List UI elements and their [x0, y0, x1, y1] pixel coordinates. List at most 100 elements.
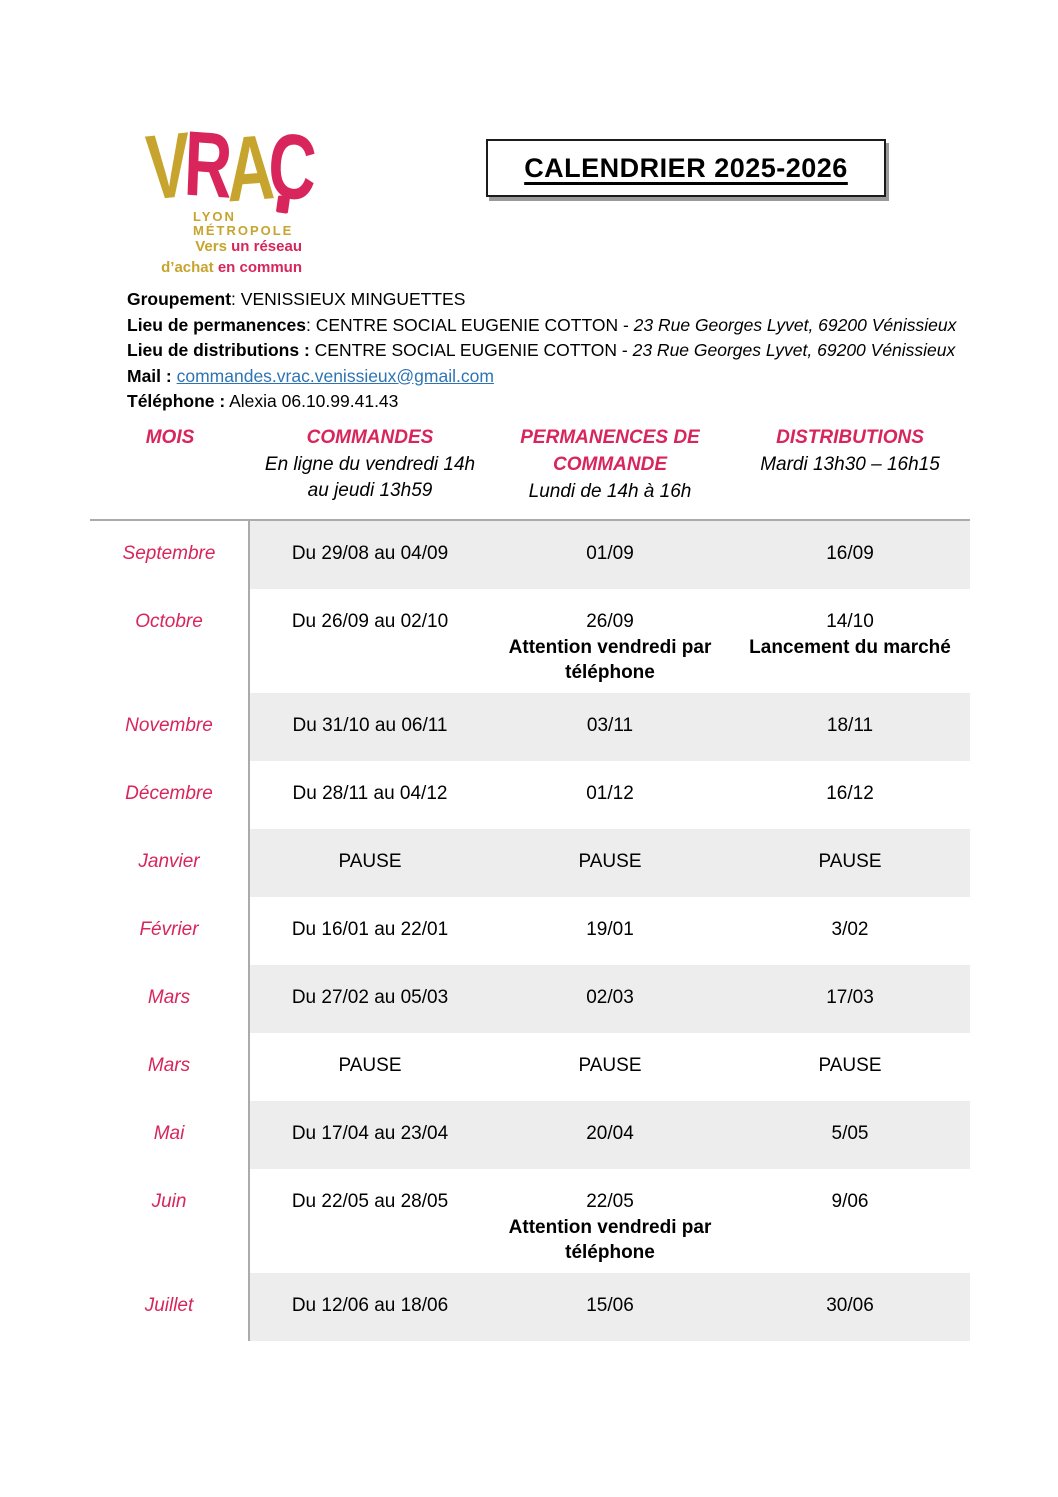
distributions-cell: 16/09: [730, 521, 970, 589]
month-cell: Novembre: [90, 693, 250, 761]
tagline-gold-2: d’achat: [161, 259, 218, 276]
commandes-cell: PAUSE: [250, 829, 490, 897]
commandes-cell: Du 26/09 au 02/10: [250, 589, 490, 693]
logo-letter-v: V: [143, 114, 187, 220]
commandes-cell: Du 28/11 au 04/12: [250, 761, 490, 829]
month-cell: Mars: [90, 1033, 250, 1101]
permanences-label: Lieu de permanences: [127, 314, 306, 335]
permanences-value: 20/04: [586, 1123, 634, 1144]
permanences-cell: 26/09 Attention vendredi par téléphone: [490, 589, 730, 693]
table-row: Juillet Du 12/06 au 18/06 15/06 30/06: [90, 1273, 970, 1341]
permanences-value: 03/11: [586, 715, 634, 736]
permanences-cell: 03/11: [490, 693, 730, 761]
commandes-cell: Du 27/02 au 05/03: [250, 965, 490, 1033]
logo-region-line1: LYON: [193, 209, 236, 224]
table-row: Mars Du 27/02 au 05/03 02/03 17/03: [90, 965, 970, 1033]
table-row: Novembre Du 31/10 au 06/11 03/11 18/11: [90, 693, 970, 761]
commandes-value: Du 29/08 au 04/09: [291, 543, 449, 564]
calendar-body: Septembre Du 29/08 au 04/09 01/09 16/09 …: [90, 519, 970, 1341]
permanences-cell: PAUSE: [490, 829, 730, 897]
permanences-cell: 02/03: [490, 965, 730, 1033]
groupement-value: : VENISSIEUX MINGUETTES: [231, 289, 466, 309]
tagline-pink-2: en commun: [217, 259, 302, 276]
month-cell: Juin: [90, 1169, 250, 1273]
header-permanences-title: PERMANENCES DE COMMANDE: [520, 427, 700, 475]
commandes-value: Du 27/02 au 05/03: [291, 987, 449, 1008]
permanences-value: 22/05: [586, 1191, 634, 1212]
telephone-value: Alexia 06.10.99.41.43: [225, 391, 399, 411]
distributions-cell: 17/03: [730, 965, 970, 1033]
permanences-value: 26/09: [586, 611, 634, 632]
month-cell: Mai: [90, 1101, 250, 1169]
table-row: Janvier PAUSE PAUSE PAUSE: [90, 829, 970, 897]
commandes-value: Du 17/04 au 23/04: [291, 1123, 449, 1144]
vrac-wordmark: VRAC: [143, 113, 313, 222]
commandes-value: Du 26/09 au 02/10: [291, 611, 449, 632]
logo-region-text: LYON MÉTROPOLE: [193, 209, 294, 239]
logo-tagline-line2: d’achat en commun: [146, 257, 302, 278]
distributions-cell: 16/12: [730, 761, 970, 829]
table-row: Décembre Du 28/11 au 04/12 01/12 16/12: [90, 761, 970, 829]
month-cell: Décembre: [90, 761, 250, 829]
permanences-cell: 19/01: [490, 897, 730, 965]
distributions-cell: PAUSE: [730, 1033, 970, 1101]
mail-link[interactable]: commandes.vrac.venissieux@gmail.com: [176, 365, 494, 386]
permanences-value: PAUSE: [578, 851, 642, 872]
permanences-value: 01/12: [586, 783, 634, 804]
distributions-value: 14/10: [826, 611, 874, 632]
distributions-cell: 9/06: [730, 1169, 970, 1273]
distributions-value: 18/11: [826, 715, 874, 736]
info-groupement: Groupement: VENISSIEUX MINGUETTES: [127, 287, 956, 313]
distributions-value: PAUSE: [818, 851, 882, 872]
logo-tagline-line1: Vers un réseau: [146, 236, 302, 257]
header-commandes: COMMANDES En ligne du vendredi 14h au je…: [250, 424, 490, 505]
mail-label: Mail :: [127, 365, 172, 386]
vrac-logo: VRAC LYON MÉTROPOLE Vers un réseau d’ach…: [143, 113, 326, 278]
commandes-cell: PAUSE: [250, 1033, 490, 1101]
commandes-value: Du 22/05 au 28/05: [291, 1191, 449, 1212]
distributions-note: Lancement du marché: [749, 637, 951, 658]
distributions-cell: 14/10 Lancement du marché: [730, 589, 970, 693]
distributions-cell: 18/11: [730, 693, 970, 761]
distributions-cell: PAUSE: [730, 829, 970, 897]
table-row: Février Du 16/01 au 22/01 19/01 3/02: [90, 897, 970, 965]
permanences-cell: 20/04: [490, 1101, 730, 1169]
commandes-cell: Du 16/01 au 22/01: [250, 897, 490, 965]
month-cell: Février: [90, 897, 250, 965]
permanences-cell: PAUSE: [490, 1033, 730, 1101]
groupement-label: Groupement: [127, 289, 232, 309]
title-box: CALENDRIER 2025-2026: [486, 139, 886, 197]
info-lieu-permanences: Lieu de permanences: CENTRE SOCIAL EUGEN…: [127, 313, 956, 339]
calendar-header-row: MOIS COMMANDES En ligne du vendredi 14h …: [90, 424, 970, 519]
permanences-value: PAUSE: [578, 1055, 642, 1076]
permanences-cell: 15/06: [490, 1273, 730, 1341]
permanences-value: 19/01: [586, 919, 634, 940]
header-permanences-subtitle: Lundi de 14h à 16h: [528, 481, 692, 502]
distributions-address: 23 Rue Georges Lyvet, 69200 Vénissieux: [632, 340, 956, 360]
table-row: Octobre Du 26/09 au 02/10 26/09 Attention…: [90, 589, 970, 693]
month-cell: Octobre: [90, 589, 250, 693]
month-cell: Mars: [90, 965, 250, 1033]
table-row: Mai Du 17/04 au 23/04 20/04 5/05: [90, 1101, 970, 1169]
info-mail: Mail : commandes.vrac.venissieux@gmail.c…: [127, 364, 956, 390]
month-cell: Janvier: [90, 829, 250, 897]
distributions-cell: 30/06: [730, 1273, 970, 1341]
month-cell: Juillet: [90, 1273, 250, 1341]
header-distributions: DISTRIBUTIONS Mardi 13h30 – 16h15: [730, 424, 970, 505]
permanences-address: 23 Rue Georges Lyvet, 69200 Vénissieux: [633, 314, 957, 335]
commandes-cell: Du 22/05 au 28/05: [250, 1169, 490, 1273]
telephone-label: Téléphone :: [127, 391, 226, 411]
commandes-cell: Du 17/04 au 23/04: [250, 1101, 490, 1169]
commandes-cell: Du 12/06 au 18/06: [250, 1273, 490, 1341]
logo-region-line2: MÉTROPOLE: [193, 223, 294, 239]
header-mois: MOIS: [90, 424, 250, 505]
commandes-value: Du 31/10 au 06/11: [292, 715, 448, 736]
tagline-gold-1: Vers: [195, 238, 232, 255]
tagline-pink-1: un réseau: [231, 238, 302, 255]
table-row: Mars PAUSE PAUSE PAUSE: [90, 1033, 970, 1101]
distributions-cell: 3/02: [730, 897, 970, 965]
permanences-cell: 22/05 Attention vendredi par téléphone: [490, 1169, 730, 1273]
table-row: Septembre Du 29/08 au 04/09 01/09 16/09: [90, 521, 970, 589]
commandes-value: Du 28/11 au 04/12: [292, 783, 448, 804]
